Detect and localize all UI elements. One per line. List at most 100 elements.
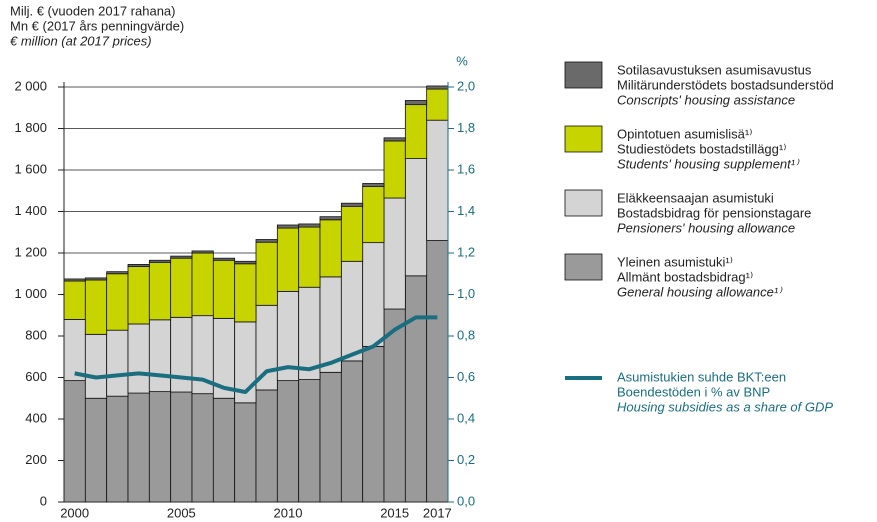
y-tick-label: 400 — [25, 410, 47, 425]
bar-segment — [63, 380, 86, 503]
bar-segment — [426, 240, 449, 503]
bar-segment — [63, 280, 86, 320]
bar-segment — [426, 119, 449, 241]
y-title: Mn € (2017 års penningvärde) — [10, 18, 184, 33]
bar-segment — [127, 266, 150, 325]
bar-segment — [276, 224, 300, 229]
legend-label: Conscripts' housing assistance — [617, 92, 795, 107]
bar-segment — [84, 277, 108, 281]
bar-segment — [148, 391, 172, 503]
legend-label: Opintotuen asumislisä¹⁾ — [617, 126, 752, 141]
bar-segment — [170, 391, 193, 503]
bar-segment — [106, 329, 129, 397]
legend-label: Yleinen asumistuki¹⁾ — [617, 254, 733, 269]
bar-segment — [362, 345, 385, 503]
bar-segment — [404, 275, 428, 503]
bar-segment — [255, 241, 278, 306]
y-tick-label: 0 — [40, 493, 47, 508]
bar-segment — [362, 183, 385, 188]
x-tick-label: 2005 — [167, 505, 196, 520]
y-tick-label: 1 600 — [14, 161, 47, 176]
y2-tick-label: 0,6 — [457, 369, 475, 384]
legend-label: Eläkkeensaajan asumistuki — [617, 190, 774, 205]
line — [74, 315, 438, 395]
legend-label: General housing allowance¹⁾ — [617, 284, 783, 299]
bar-segment — [127, 392, 150, 503]
y-tick-label: 600 — [25, 369, 47, 384]
legend-swatch — [564, 125, 603, 153]
y2-tick-label: 1,6 — [457, 161, 475, 176]
y2-tick-label: 0,8 — [457, 327, 475, 342]
x-tick-label: 2000 — [60, 505, 89, 520]
bar-segment — [127, 323, 150, 394]
bar-segment — [191, 252, 214, 317]
legend-label: Studiestödets bostadstillägg¹⁾ — [617, 141, 786, 156]
bar-segment — [426, 85, 449, 90]
bar-segment — [340, 202, 364, 207]
bar-segment — [319, 371, 342, 503]
bar-segment — [234, 402, 257, 503]
y2-title: % — [456, 53, 468, 68]
bar-segment — [298, 379, 321, 503]
bar-segment — [191, 393, 214, 503]
y2-tick-label: 2,0 — [457, 78, 475, 93]
y2-tick-label: 1,8 — [457, 120, 475, 135]
x-tick-label: 2017 — [423, 505, 452, 520]
bar-segment — [170, 255, 193, 259]
bar-segment — [340, 260, 364, 362]
bar-segment — [84, 279, 108, 335]
legend-swatch — [564, 189, 603, 217]
bar-segment — [106, 273, 129, 331]
y2-tick-label: 1,2 — [457, 244, 475, 259]
bar-segment — [276, 380, 300, 503]
bar-segment — [383, 197, 406, 310]
bar-segment — [276, 227, 300, 292]
bar-segment — [170, 257, 193, 318]
bar-segment — [255, 389, 278, 503]
bar-segment — [127, 264, 150, 267]
bar-segment — [148, 261, 172, 321]
legend-label: Students' housing supplement¹⁾ — [617, 156, 800, 171]
y-title: Milj. € (vuoden 2017 rahana) — [10, 3, 176, 18]
legend-label: Bostadsbidrag för pensionstagare — [617, 205, 811, 220]
y2-tick-label: 1,4 — [457, 203, 475, 218]
bar-segment — [148, 319, 172, 393]
x-tick-label: 2015 — [380, 505, 409, 520]
y-tick-label: 2 000 — [14, 78, 47, 93]
bar-segment — [362, 242, 385, 347]
legend-swatch — [564, 61, 603, 89]
bar-segment — [298, 226, 321, 288]
bar-segment — [84, 397, 108, 503]
bar-segment — [404, 104, 428, 159]
legend-label: Militärunderstödets bostadsunderstöd — [617, 77, 834, 92]
bar-segment — [234, 263, 257, 323]
bar-segment — [84, 333, 108, 399]
bar-segment — [426, 88, 449, 121]
bar-segment — [362, 186, 385, 244]
y-tick-label: 1 200 — [14, 244, 47, 259]
y-tick-label: 200 — [25, 452, 47, 467]
legend-label: Sotilasavustuksen asumisavustus — [617, 62, 812, 77]
bar-segment — [170, 316, 193, 393]
y2-tick-label: 0,4 — [457, 410, 475, 425]
bar-segment — [383, 137, 406, 142]
bar-segment — [234, 260, 257, 265]
bar-segment — [319, 219, 342, 278]
y2-tick-label: 0,2 — [457, 452, 475, 467]
bar-segment — [212, 397, 236, 503]
legend-swatch — [564, 253, 603, 281]
bar-segment — [298, 223, 321, 228]
bar-segment — [340, 360, 364, 503]
bar-segment — [106, 395, 129, 503]
bar-segment — [255, 239, 278, 243]
bar-segment — [319, 216, 342, 221]
legend-label: Housing subsidies as a share of GDP — [617, 399, 833, 414]
bar-segment — [148, 259, 172, 263]
bar-segment — [212, 257, 236, 261]
legend-label: Pensioners' housing allowance — [617, 220, 795, 235]
bar-segment — [191, 250, 214, 254]
y2-tick-label: 0,0 — [457, 493, 475, 508]
bar-segment — [63, 278, 86, 282]
y-tick-label: 1 400 — [14, 203, 47, 218]
